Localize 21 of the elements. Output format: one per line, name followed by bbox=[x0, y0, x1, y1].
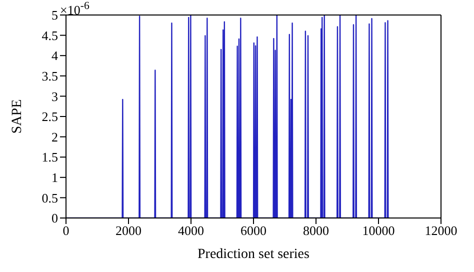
x-tick-label: 6000 bbox=[240, 223, 266, 238]
y-tick-label: 3 bbox=[52, 88, 58, 104]
y-axis-title: SAPE bbox=[10, 99, 25, 134]
x-tick-label: 12000 bbox=[424, 223, 458, 238]
x-tick-label: 10000 bbox=[362, 223, 395, 238]
y-tick-label: 4.5 bbox=[42, 28, 58, 43]
x-tick-label: 4000 bbox=[178, 223, 204, 238]
x-tick-label: 2000 bbox=[116, 223, 142, 238]
y-tick-label: 1.5 bbox=[42, 150, 58, 165]
y-tick-label: 3.5 bbox=[42, 68, 58, 84]
y-tick-label: 1 bbox=[52, 170, 58, 186]
annotation: ×10$^{-6}$ bbox=[60, 0, 90, 18]
x-tick-label: 8000 bbox=[303, 223, 329, 238]
y-tick-label: 0 bbox=[52, 210, 58, 226]
y-tick-label: 2 bbox=[52, 129, 58, 144]
y-tick-label: 2.5 bbox=[42, 109, 58, 124]
y-tick-label: 5 bbox=[52, 8, 58, 23]
y-tick-label: 0.5 bbox=[42, 190, 58, 206]
y-tick-label: 4 bbox=[52, 48, 58, 64]
x-tick-label: 0 bbox=[62, 223, 70, 238]
x-axis-title: Prediction set series bbox=[198, 247, 310, 262]
